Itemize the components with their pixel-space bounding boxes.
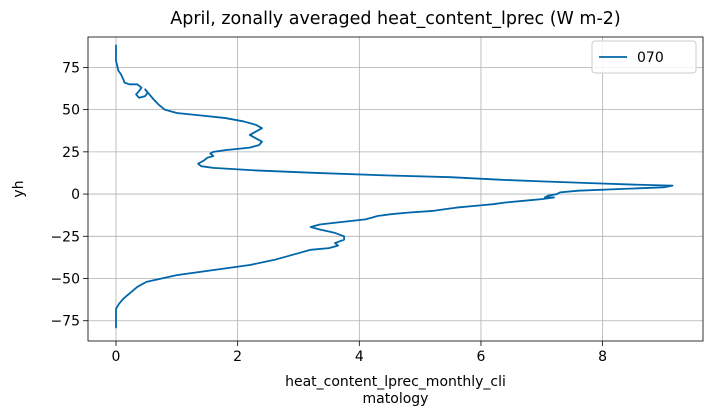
x-axis-label-line-2: matology [363, 391, 429, 407]
legend-box [591, 40, 697, 74]
grid-lines [88, 37, 703, 341]
y-tick-label: −75 [50, 314, 80, 330]
y-tick-label: 0 [71, 187, 80, 203]
chart-title: April, zonally averaged heat_content_lpr… [170, 9, 620, 29]
y-tick-label: 50 [62, 103, 80, 119]
x-axis-ticks: 0 2 4 6 8 [112, 341, 607, 365]
x-tick-label: 6 [477, 349, 486, 365]
x-tick-label: 8 [598, 349, 607, 365]
x-tick-label: 4 [355, 349, 364, 365]
x-axis-label-line-1: heat_content_lprec_monthly_cli [285, 374, 506, 390]
series-layer [115, 44, 674, 329]
y-axis-ticks: −75 −50 −25 0 25 50 75 [50, 60, 88, 330]
x-tick-label: 2 [233, 349, 242, 365]
x-tick-label: 0 [112, 349, 121, 365]
y-tick-label: −50 [50, 272, 80, 288]
y-tick-label: 25 [62, 145, 80, 161]
series-line-070 [115, 44, 674, 329]
y-tick-label: 75 [62, 60, 80, 76]
legend: 070 [591, 40, 697, 74]
legend-series-label: 070 [637, 50, 664, 66]
y-axis-label: yh [11, 180, 27, 197]
plot-frame [87, 36, 704, 342]
y-tick-label: −25 [50, 229, 80, 245]
